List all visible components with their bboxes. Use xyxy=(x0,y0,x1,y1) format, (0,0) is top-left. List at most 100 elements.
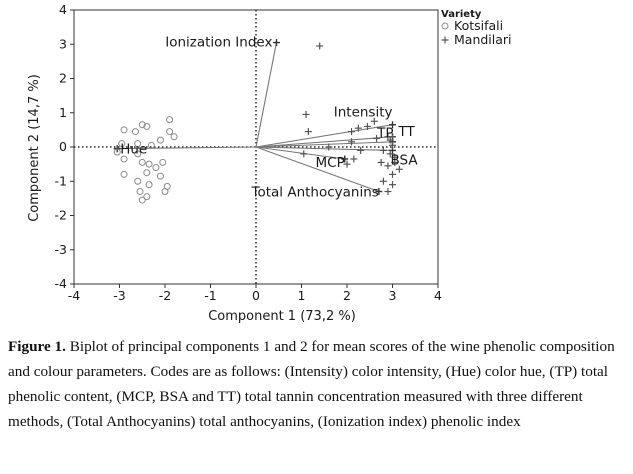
legend-title: Variety xyxy=(441,9,482,20)
point-kotsifali xyxy=(143,169,151,177)
loading-label: Hue xyxy=(120,142,147,158)
loading-label: MCP xyxy=(316,155,345,171)
point-kotsifali xyxy=(143,122,151,130)
loading-vector xyxy=(255,146,393,151)
point-mandilari xyxy=(373,134,381,142)
point-mandilari xyxy=(300,150,308,158)
point-kotsifali xyxy=(138,196,146,204)
point-mandilari xyxy=(363,122,371,130)
point-mandilari xyxy=(379,177,387,185)
point-kotsifali xyxy=(113,148,121,156)
point-kotsifali xyxy=(138,121,146,129)
y-tick-label: 4 xyxy=(59,2,67,17)
point-kotsifali xyxy=(145,160,153,168)
y-tick-label: -4 xyxy=(55,276,68,291)
point-kotsifali xyxy=(161,188,169,196)
y-tick-label: 3 xyxy=(59,36,67,51)
loading-label: Intensity xyxy=(334,105,393,121)
legend-marker-circle xyxy=(441,22,449,30)
legend-entry-label: Kotsifali xyxy=(454,18,503,33)
x-tick-label: 2 xyxy=(343,288,351,303)
legend-entry-label: Mandilari xyxy=(454,32,512,47)
point-kotsifali xyxy=(147,141,155,149)
point-kotsifali xyxy=(118,140,126,148)
point-mandilari xyxy=(325,143,333,151)
point-kotsifali xyxy=(166,116,174,124)
x-tick-label: -3 xyxy=(113,288,125,303)
loading-vector xyxy=(255,146,345,160)
point-mandilari xyxy=(389,181,396,189)
loading-label: Ionization Index xyxy=(165,35,272,51)
figure-caption: Figure 1. Biplot of principal components… xyxy=(8,334,626,434)
loading-vector xyxy=(117,146,257,150)
point-kotsifali xyxy=(138,158,146,166)
y-tick-label: 1 xyxy=(59,105,67,120)
x-tick-label: 3 xyxy=(389,288,397,303)
point-mandilari xyxy=(354,124,362,132)
point-mandilari xyxy=(386,136,394,144)
point-kotsifali xyxy=(143,193,151,201)
x-tick-label: 0 xyxy=(252,288,260,303)
point-mandilari xyxy=(389,141,396,149)
point-mandilari xyxy=(350,155,358,163)
point-mandilari xyxy=(379,146,387,154)
y-tick-label: 0 xyxy=(59,139,67,154)
caption-text: Biplot of principal components 1 and 2 f… xyxy=(8,338,615,430)
y-tick-label: 2 xyxy=(59,71,67,86)
point-kotsifali xyxy=(152,164,160,172)
data-points xyxy=(113,42,403,204)
point-kotsifali xyxy=(159,158,167,166)
point-mandilari xyxy=(377,158,385,166)
loading-label: BSA xyxy=(391,152,419,168)
point-kotsifali xyxy=(134,177,142,185)
point-mandilari xyxy=(384,162,392,170)
point-mandilari xyxy=(316,42,324,50)
point-mandilari xyxy=(357,146,365,154)
point-kotsifali xyxy=(120,155,128,163)
x-tick-label: -1 xyxy=(204,288,216,303)
x-tick-label: -2 xyxy=(159,288,171,303)
point-mandilari xyxy=(343,160,351,168)
point-kotsifali xyxy=(156,172,164,180)
loading-vector xyxy=(255,42,278,148)
x-tick-label: -4 xyxy=(68,288,81,303)
point-kotsifali xyxy=(170,133,178,141)
loading-vector xyxy=(255,124,393,148)
point-kotsifali xyxy=(131,128,139,136)
caption-label: Figure 1. xyxy=(8,338,66,355)
point-mandilari xyxy=(348,128,356,136)
point-mandilari xyxy=(370,117,378,125)
point-mandilari xyxy=(389,170,396,178)
y-tick-label: -3 xyxy=(55,242,67,257)
loading-labels: Ionization Index Intensity TP TT BSA MCP Total… xyxy=(120,35,418,201)
loading-vector xyxy=(255,146,380,193)
loading-tip-marker xyxy=(375,188,383,196)
point-kotsifali xyxy=(145,181,153,189)
x-axis-title: Component 1 (73,2 %) xyxy=(208,309,356,324)
loading-vector xyxy=(255,141,393,148)
axis-ticks: -4 -3 -2 -1 0 1 2 3 4 -4 -3 -2 -1 0 1 2 3 4 xyxy=(55,2,442,303)
loading-tip-marker xyxy=(272,39,280,47)
point-mandilari xyxy=(395,165,403,173)
point-kotsifali xyxy=(120,170,128,178)
loading-label: TP xyxy=(376,126,393,142)
point-mandilari xyxy=(386,150,394,158)
y-tick-label: -2 xyxy=(55,208,67,223)
loading-tip-marker xyxy=(341,155,349,163)
point-mandilari xyxy=(391,158,399,166)
loading-vector xyxy=(255,136,393,148)
loading-label: TT xyxy=(398,124,416,140)
point-kotsifali xyxy=(134,150,142,158)
point-kotsifali xyxy=(156,136,164,144)
point-mandilari xyxy=(302,110,310,118)
point-mandilari xyxy=(348,138,356,146)
loading-vectors xyxy=(113,39,396,196)
x-tick-label: 4 xyxy=(434,288,442,303)
point-mandilari xyxy=(304,128,312,136)
y-axis-title: Component 2 (14,7 %) xyxy=(27,74,42,222)
point-kotsifali xyxy=(120,126,128,134)
point-mandilari xyxy=(384,188,392,196)
y-tick-label: -1 xyxy=(55,173,67,188)
